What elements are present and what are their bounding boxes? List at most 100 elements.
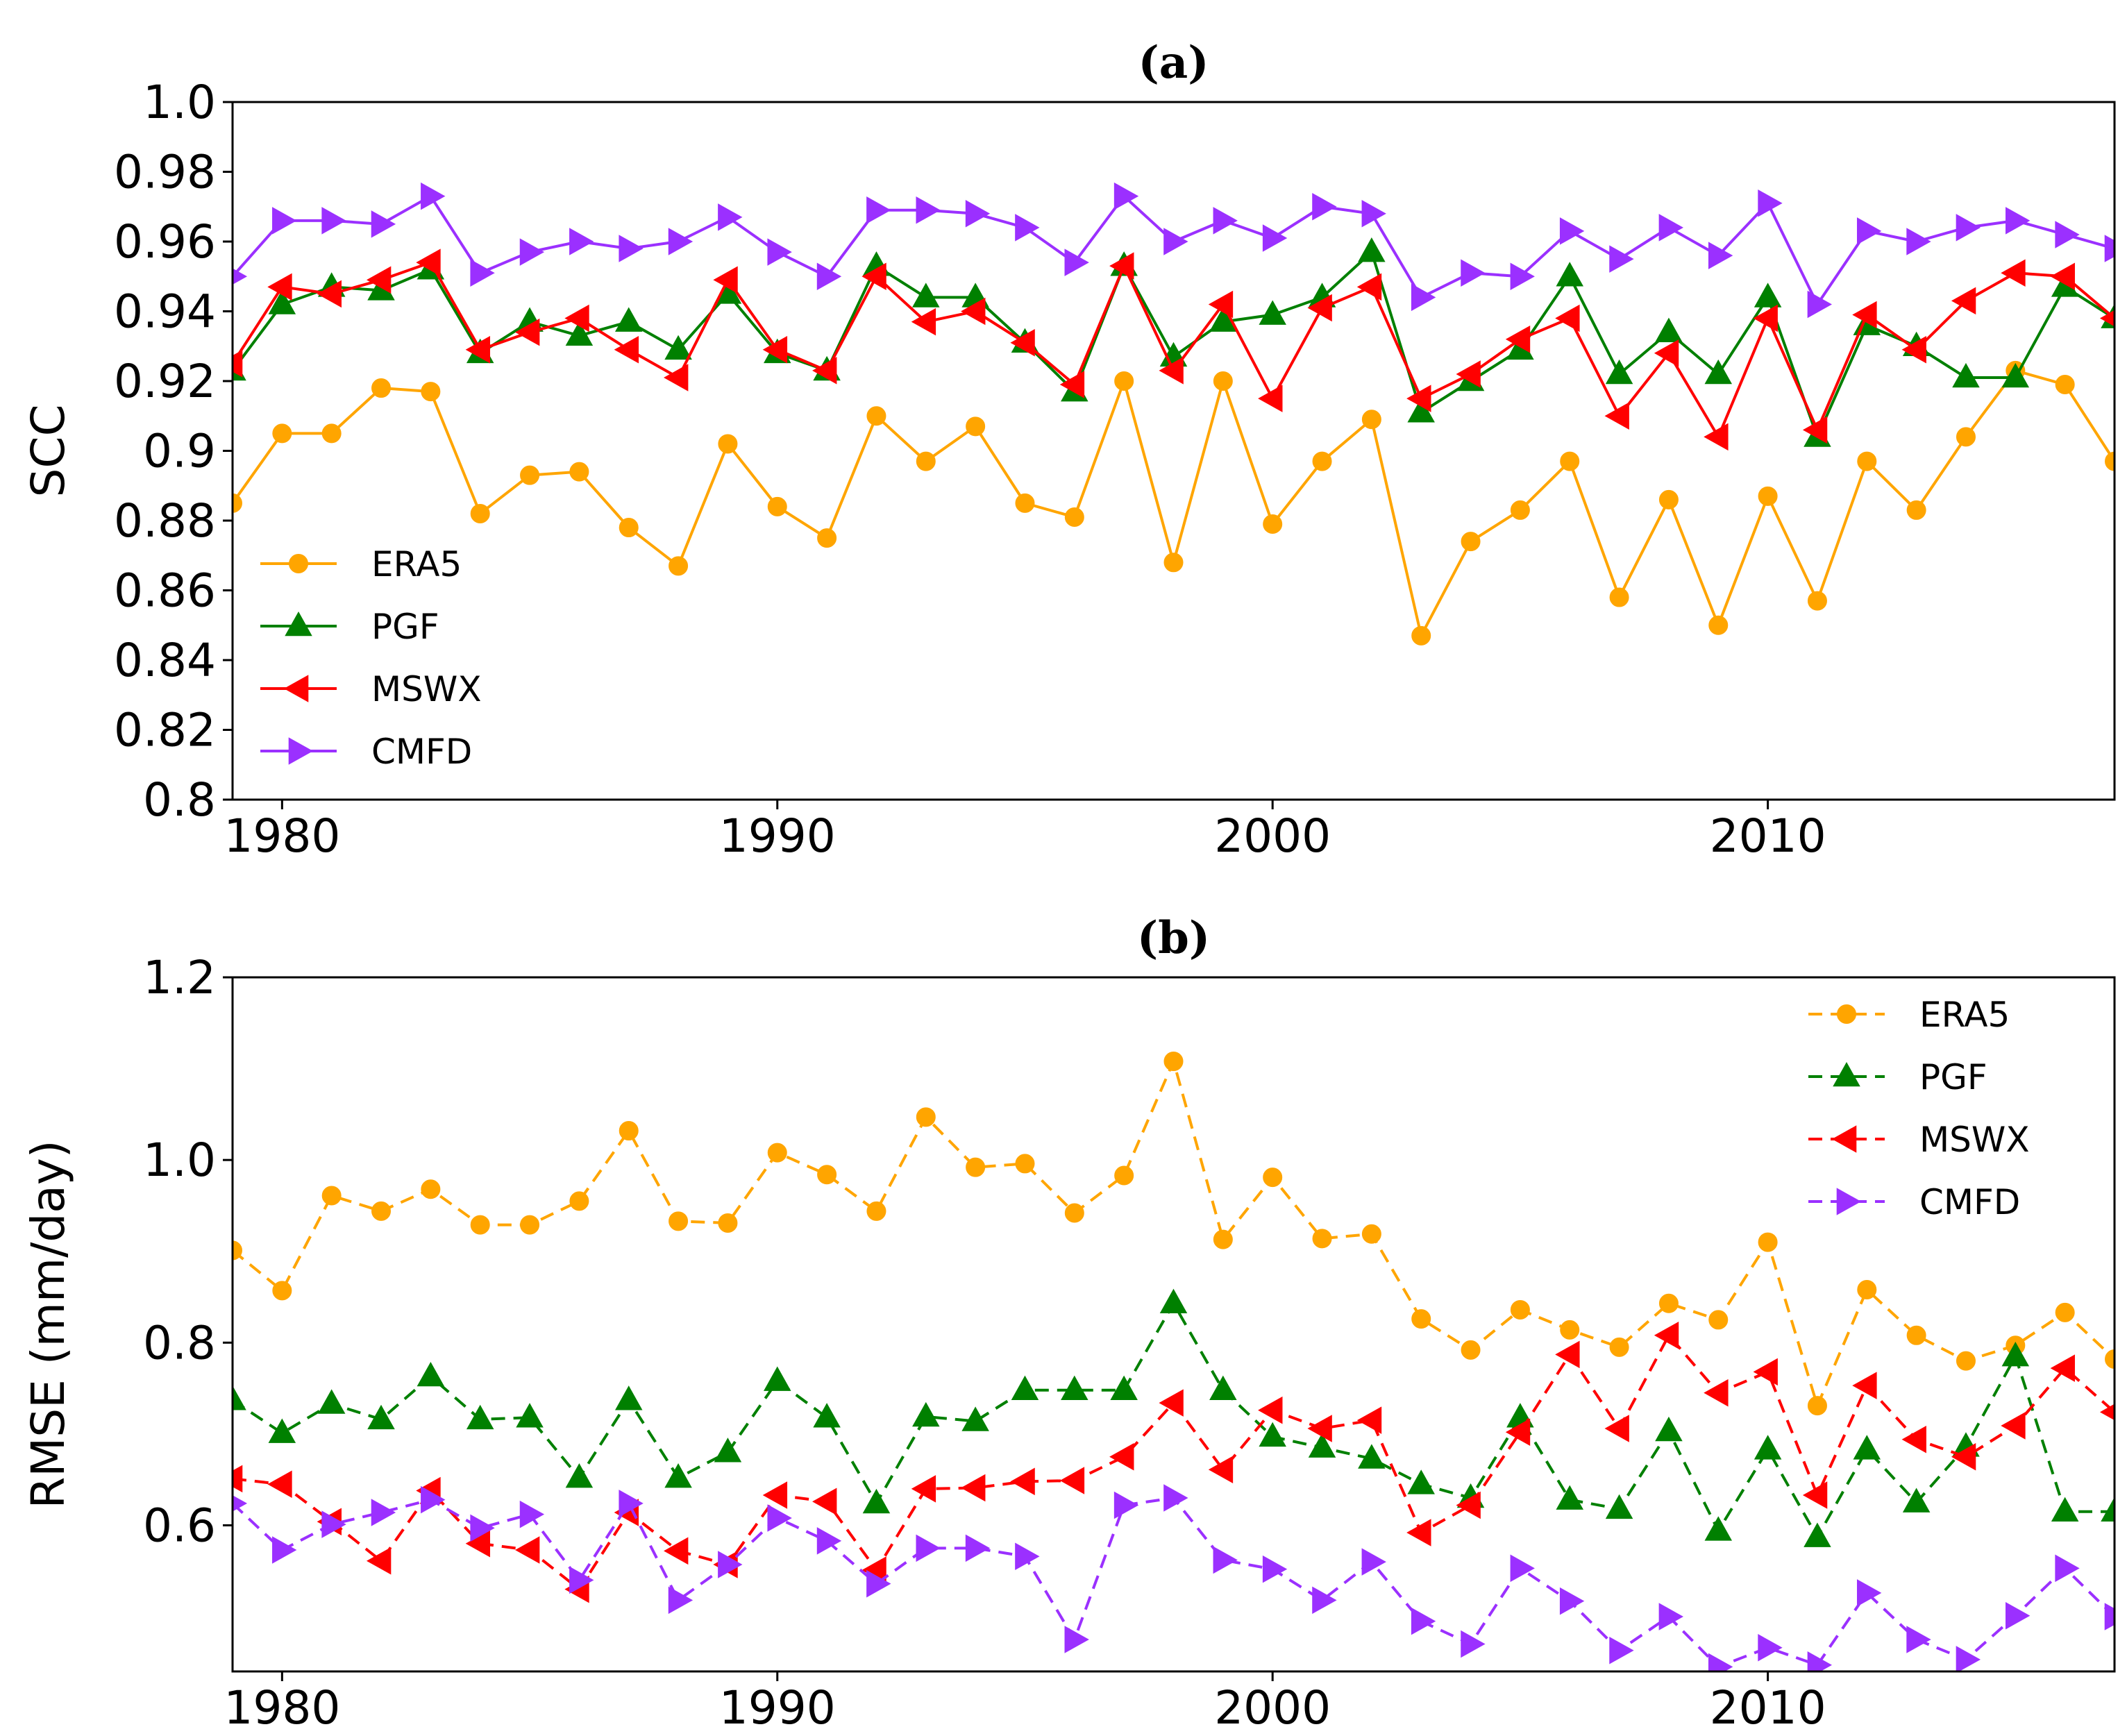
panel-a-point-cmfd-1986 xyxy=(569,228,594,255)
panel-b-point-era5-1993 xyxy=(916,1107,936,1127)
panel-a-point-era5-2005 xyxy=(1510,500,1530,520)
panel-b-point-era5-1980 xyxy=(272,1281,292,1301)
panel-a-point-mswx-2006 xyxy=(1555,304,1580,332)
panel-a-point-era5-1996 xyxy=(1064,507,1084,527)
panel-a-point-pgf-1993 xyxy=(912,283,940,307)
panel-a-ytick-label: 0.86 xyxy=(114,564,216,618)
panel-b-point-pgf-1988 xyxy=(664,1463,692,1488)
panel-a-point-era5-1979 xyxy=(233,493,242,513)
panel-a-point-mswx-2003 xyxy=(1406,385,1431,412)
panel-a-ytick-label: 0.8 xyxy=(143,773,216,827)
panel-b-point-era5-1979 xyxy=(233,1240,242,1261)
panel-a-point-cmfd-2016 xyxy=(2055,221,2080,248)
panel-b-xtick-label: 1990 xyxy=(719,1681,836,1735)
panel-b-legend-marker-era5 xyxy=(1837,1004,1856,1024)
panel-b-point-pgf-2006 xyxy=(1556,1485,1583,1510)
panel-b-point-pgf-2012 xyxy=(1853,1435,1881,1460)
panel-b-point-mswx-1995 xyxy=(1010,1467,1035,1496)
panel-a-ytick-label: 0.96 xyxy=(114,215,216,269)
panel-b-point-mswx-1998 xyxy=(1159,1389,1184,1417)
panel-b-point-era5-1988 xyxy=(669,1211,689,1231)
panel-b-point-era5-1992 xyxy=(866,1201,886,1221)
panel-a-point-mswx-1991 xyxy=(812,357,837,385)
panel-a-ytick-label: 0.94 xyxy=(114,285,216,339)
panel-b-point-mswx-1991 xyxy=(812,1488,837,1516)
panel-a-point-mswx-1983 xyxy=(416,248,441,276)
panel-a-point-mswx-1995 xyxy=(1010,328,1035,357)
panel-b-point-era5-2009 xyxy=(1708,1310,1729,1330)
panel-b-point-era5-1994 xyxy=(966,1157,986,1177)
panel-a-point-mswx-2007 xyxy=(1604,402,1629,430)
panel-b-point-pgf-2013 xyxy=(1902,1488,1931,1512)
panel-b-point-pgf-2010 xyxy=(1754,1435,1782,1460)
panel-a-point-era5-1990 xyxy=(767,496,787,516)
panel-a-point-pgf-1980 xyxy=(268,289,296,314)
panel-a-point-mswx-2002 xyxy=(1356,273,1382,301)
panel-b-point-era5-2014 xyxy=(1956,1351,1976,1371)
panel-a-point-mswx-2008 xyxy=(1654,339,1679,367)
panel-a-point-cmfd-2008 xyxy=(1658,214,1683,242)
panel-a-plot-area xyxy=(233,182,2115,646)
panel-a-point-era5-2001 xyxy=(1312,451,1332,471)
panel-a-point-cmfd-2006 xyxy=(1559,217,1585,245)
panel-a-series-cmfd xyxy=(233,182,2115,319)
panel-a-point-era5-2008 xyxy=(1658,489,1679,509)
panel-b-legend-item-mswx: MSWX xyxy=(1808,1120,2030,1160)
panel-b-point-mswx-2014 xyxy=(1951,1443,1976,1471)
panel-a-point-cmfd-2013 xyxy=(1906,228,1931,255)
panel-a-point-cmfd-1982 xyxy=(371,210,396,238)
panel-a-point-cmfd-2010 xyxy=(1758,189,1783,217)
panel-b-point-era5-1982 xyxy=(371,1201,392,1221)
panel-b-series-pgf xyxy=(233,1288,2115,1547)
panel-a-point-mswx-1985 xyxy=(515,318,540,346)
panel-b-point-era5-2003 xyxy=(1411,1309,1431,1329)
panel-b-point-pgf-2007 xyxy=(1605,1494,1633,1519)
panel-b-point-pgf-1989 xyxy=(714,1438,742,1463)
panel-b-point-pgf-2003 xyxy=(1407,1469,1435,1494)
panel-a-point-cmfd-2003 xyxy=(1411,283,1436,312)
panel-b-xtick-label: 2010 xyxy=(1710,1681,1826,1735)
panel-b-point-pgf-1980 xyxy=(268,1418,296,1443)
panel-a-point-mswx-1999 xyxy=(1208,290,1234,319)
panel-b-point-mswx-2015 xyxy=(2001,1412,2026,1440)
panel-a-point-mswx-1993 xyxy=(911,307,936,336)
panel-a-point-era5-2007 xyxy=(1609,587,1629,607)
panel-b-point-pgf-1994 xyxy=(961,1406,989,1431)
panel-b-point-cmfd-2001 xyxy=(1312,1586,1337,1615)
panel-a-point-cmfd-2005 xyxy=(1510,262,1535,291)
panel-a-point-mswx-2001 xyxy=(1307,294,1332,322)
panel-b-point-mswx-2001 xyxy=(1307,1415,1332,1442)
panel-a-point-era5-1989 xyxy=(718,434,738,454)
panel-a-point-era5-1986 xyxy=(569,462,589,482)
panel-b-point-mswx-2008 xyxy=(1654,1322,1679,1349)
panel-a-point-pgf-2000 xyxy=(1259,300,1286,325)
panel-a-point-cmfd-2014 xyxy=(1956,214,1981,242)
panel-a-point-cmfd-2004 xyxy=(1461,259,1486,287)
panel-a-point-cmfd-1992 xyxy=(866,196,891,224)
panel-a-point-cmfd-2007 xyxy=(1609,245,1634,273)
panel-b-point-cmfd-1980 xyxy=(272,1536,297,1564)
panel-a-point-era5-1999 xyxy=(1213,371,1233,391)
panel-a-ylabel: SCC xyxy=(22,404,75,497)
panel-a-point-cmfd-1996 xyxy=(1064,248,1089,276)
panel-b-point-pgf-2016 xyxy=(2051,1497,2079,1522)
panel-a-point-cmfd-1981 xyxy=(321,207,346,235)
panel-a-point-cmfd-1998 xyxy=(1163,228,1188,255)
panel-b-legend-item-cmfd: CMFD xyxy=(1808,1182,2020,1222)
panel-a-point-mswx-1982 xyxy=(366,266,392,294)
panel-a-point-mswx-1992 xyxy=(861,262,886,291)
panel-a-point-cmfd-1985 xyxy=(519,238,545,266)
panel-a-point-mswx-1989 xyxy=(713,266,738,294)
panel-a-point-era5-2002 xyxy=(1361,410,1381,430)
panel-b-point-cmfd-1989 xyxy=(718,1551,743,1578)
panel-a-ytick-label: 0.98 xyxy=(114,146,216,199)
panel-a-point-era5-2009 xyxy=(1708,615,1729,635)
panel-b-point-era5-1996 xyxy=(1064,1203,1084,1223)
panel-a-point-mswx-2016 xyxy=(2050,262,2075,291)
panel-b-point-cmfd-1985 xyxy=(519,1500,545,1528)
panel-a-ytick-label: 0.88 xyxy=(114,494,216,548)
panel-a-legend-marker-cmfd xyxy=(288,737,314,765)
panel-b-point-era5-2013 xyxy=(1906,1325,1926,1345)
panel-a-point-mswx-2010 xyxy=(1753,304,1778,332)
panel-a-point-era5-1988 xyxy=(669,556,689,576)
